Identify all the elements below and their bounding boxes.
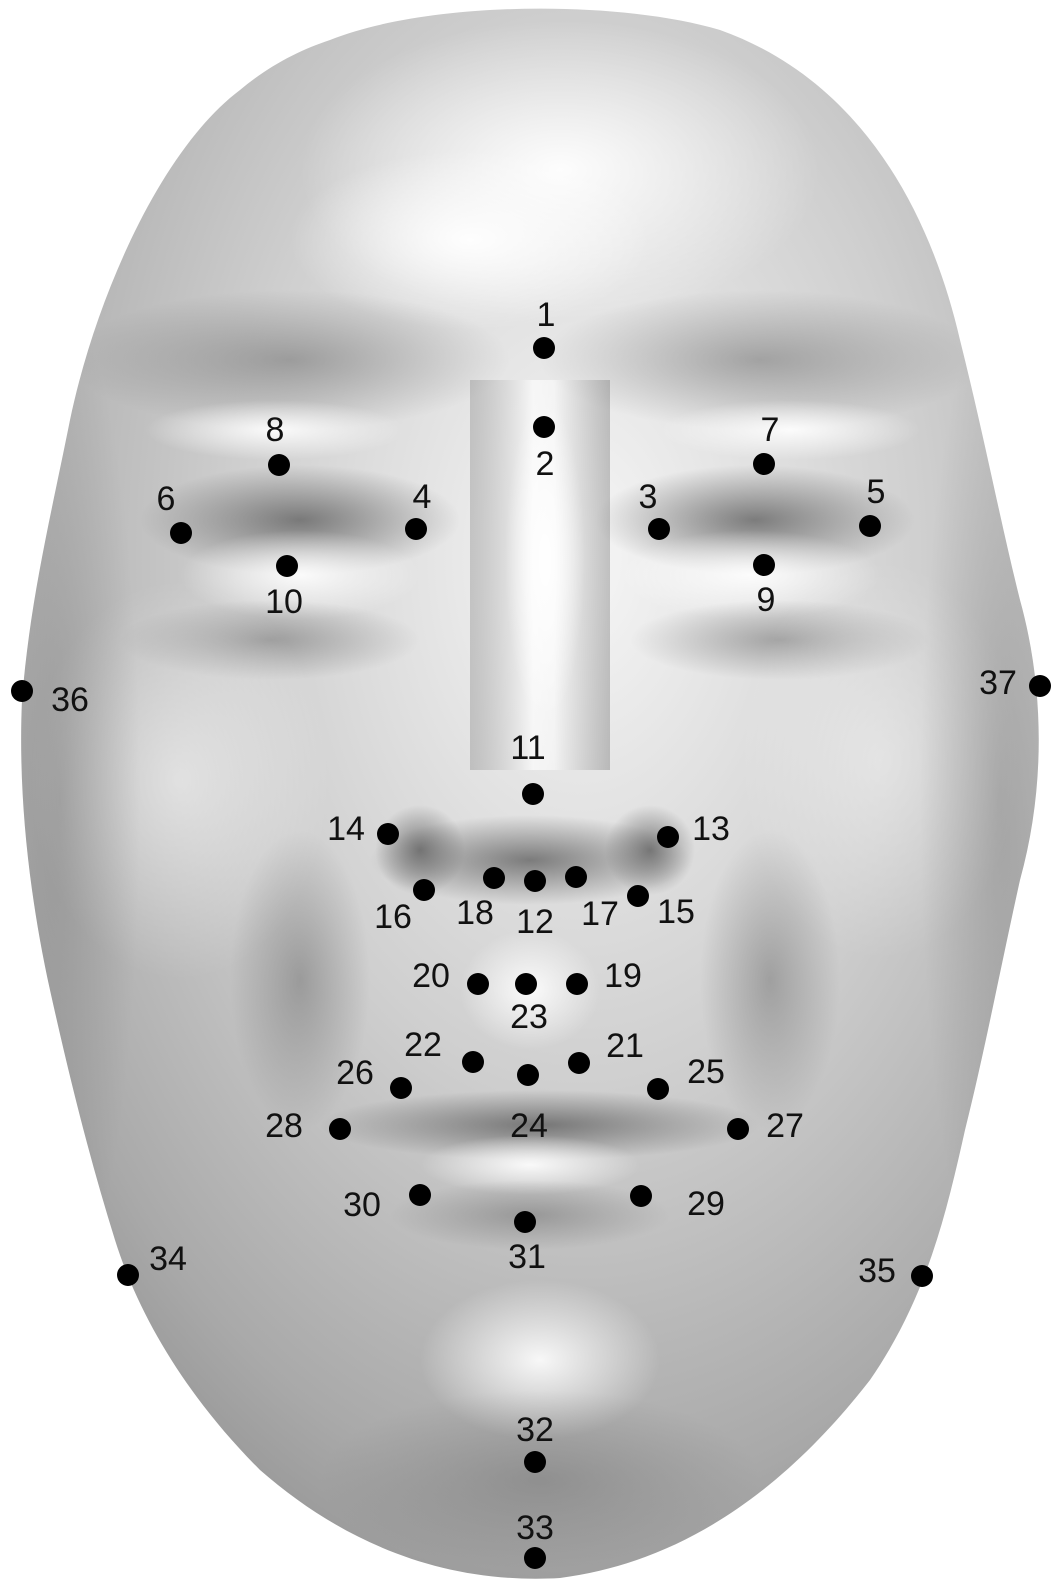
landmark-label: 4 (413, 478, 432, 516)
landmark-label: 34 (149, 1240, 187, 1278)
landmark-dot (413, 879, 435, 901)
landmark-dot (268, 454, 290, 476)
landmark-dot (1029, 675, 1051, 697)
landmark-dot (533, 337, 555, 359)
landmark-dot (377, 823, 399, 845)
landmark-label: 23 (510, 998, 548, 1036)
landmark-dot (568, 1052, 590, 1074)
landmark-dot (515, 973, 537, 995)
landmark-dot (647, 1078, 669, 1100)
landmark-label: 11 (510, 729, 545, 767)
landmark-label: 35 (858, 1252, 896, 1290)
landmark-label: 32 (516, 1411, 554, 1449)
landmark-label: 24 (510, 1107, 548, 1145)
landmark-label: 7 (761, 411, 780, 449)
landmark-dot (170, 522, 192, 544)
landmark-dot (522, 783, 544, 805)
landmark-dot (483, 867, 505, 889)
landmark-dot (524, 1451, 546, 1473)
landmark-dot (524, 1547, 546, 1569)
landmark-label: 31 (508, 1238, 546, 1276)
landmark-label: 9 (757, 581, 776, 619)
landmark-dot (467, 973, 489, 995)
landmark-dot (627, 885, 649, 907)
landmark-dot (405, 518, 427, 540)
landmark-dot (276, 555, 298, 577)
landmark-dot (462, 1051, 484, 1073)
landmark-label: 12 (516, 903, 554, 941)
landmark-label: 20 (412, 957, 450, 995)
landmark-dot (517, 1064, 539, 1086)
landmark-label: 22 (404, 1026, 442, 1064)
landmark-label: 13 (692, 810, 730, 848)
landmark-dot (11, 680, 33, 702)
landmark-label: 33 (516, 1509, 554, 1547)
landmark-dot (533, 416, 555, 438)
landmark-dot (566, 973, 588, 995)
landmark-37: 37 (979, 664, 1051, 702)
landmark-dot (657, 826, 679, 848)
landmark-2: 2 (533, 416, 555, 483)
landmark-dot (409, 1184, 431, 1206)
landmark-label: 16 (374, 898, 412, 936)
landmark-label: 3 (639, 478, 658, 516)
landmark-label: 29 (687, 1185, 725, 1223)
landmark-label: 37 (979, 664, 1017, 702)
landmark-dot (524, 870, 546, 892)
landmark-label: 30 (343, 1186, 381, 1224)
landmark-dot (911, 1265, 933, 1287)
landmark-label: 15 (657, 893, 695, 931)
landmark-label: 17 (581, 895, 619, 933)
landmark-label: 8 (266, 411, 285, 449)
landmark-label: 21 (606, 1027, 644, 1065)
landmark-dot (648, 518, 670, 540)
landmark-dot (117, 1264, 139, 1286)
landmark-label: 19 (604, 957, 642, 995)
landmark-label: 26 (336, 1054, 374, 1092)
landmark-dot (514, 1211, 536, 1233)
landmark-dot (753, 453, 775, 475)
landmark-1: 1 (533, 296, 555, 359)
landmark-dot (565, 866, 587, 888)
landmark-dot (727, 1118, 749, 1140)
landmark-label: 36 (51, 681, 89, 719)
landmark-label: 1 (537, 296, 556, 334)
landmark-label: 28 (265, 1107, 303, 1145)
landmark-label: 5 (867, 473, 886, 511)
landmark-label: 27 (766, 1107, 804, 1145)
landmark-dot (630, 1185, 652, 1207)
landmark-label: 25 (687, 1053, 725, 1091)
landmark-label: 2 (536, 445, 555, 483)
landmark-label: 14 (327, 810, 365, 848)
landmark-dot (753, 554, 775, 576)
landmark-dot (859, 515, 881, 537)
landmark-label: 6 (157, 480, 176, 518)
landmark-dot (390, 1077, 412, 1099)
landmark-label: 18 (456, 894, 494, 932)
landmark-dot (329, 1118, 351, 1140)
landmark-9: 9 (753, 554, 775, 619)
landmark-label: 10 (265, 583, 303, 621)
